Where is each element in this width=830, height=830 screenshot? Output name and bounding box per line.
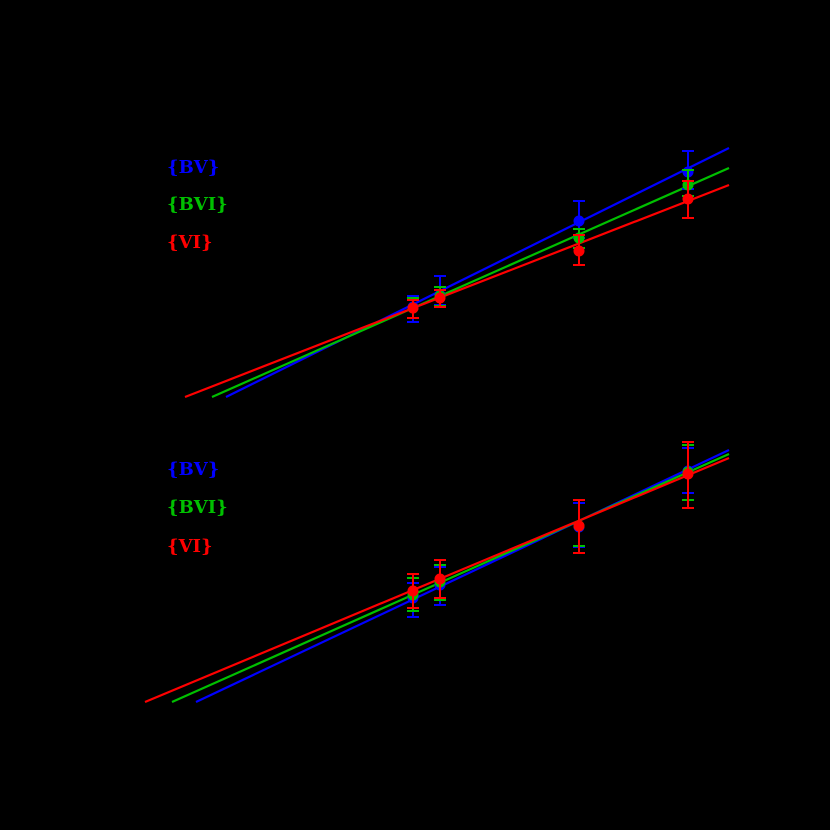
legend-bv: {BV} [167,459,219,480]
data-point [682,193,694,205]
bottom-panel: {BV} {BVI} {VI} [144,441,730,704]
data-point [573,520,585,532]
top-panel: {BV} {BVI} {VI} [167,147,730,399]
fit-line-bv [225,147,730,398]
fit-line-vi [184,183,730,399]
series-vi [407,180,694,319]
data-point [682,468,694,480]
data-point [573,215,585,227]
data-point [434,573,446,585]
fit-line-bvi [171,452,730,704]
fit-line-bv [195,449,730,703]
legend-bvi: {BVI} [167,497,228,518]
data-point [407,585,419,597]
data-point [434,292,446,304]
legend-vi: {VI} [167,232,213,253]
data-point [573,245,585,257]
data-point [407,302,419,314]
fit-line-bvi [211,166,730,399]
legend-bv: {BV} [167,157,219,178]
series-vi [407,441,694,609]
legend-vi: {VI} [167,536,213,557]
legend-bvi: {BVI} [167,194,228,215]
